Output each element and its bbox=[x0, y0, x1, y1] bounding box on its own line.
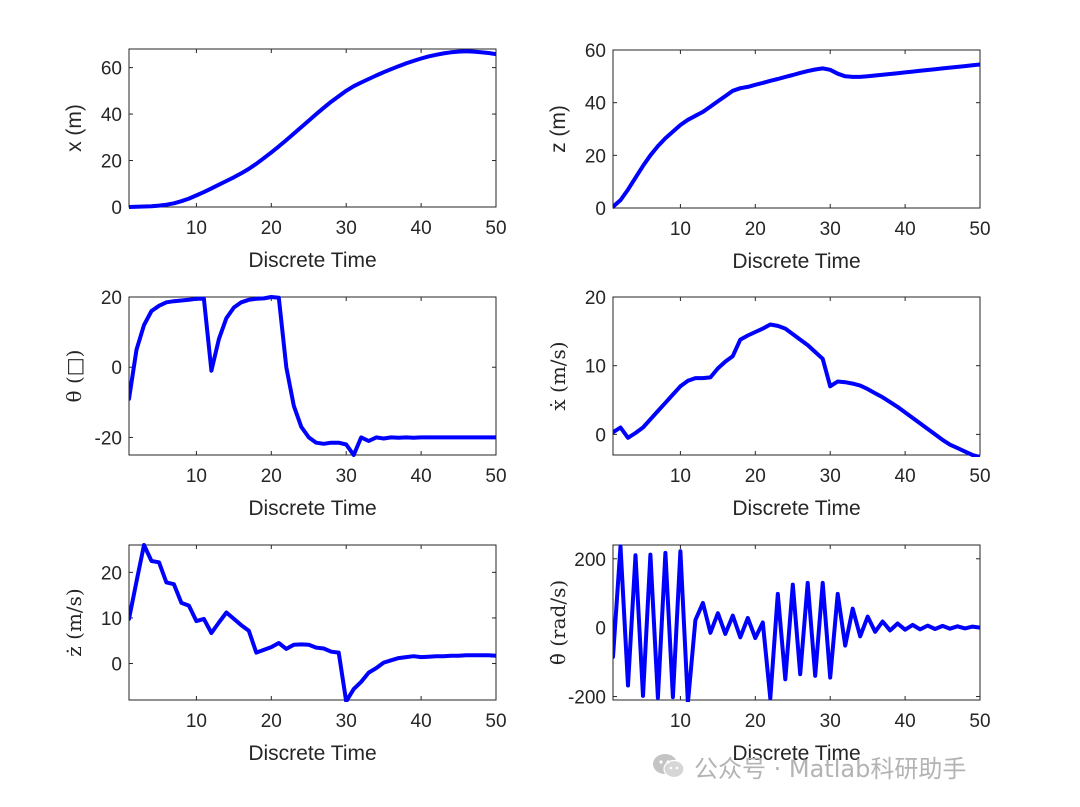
y-tick-label: 20 bbox=[585, 146, 606, 167]
x-tick-label: 40 bbox=[411, 711, 432, 732]
x-tick-label: 30 bbox=[336, 711, 357, 732]
x-tick-label: 30 bbox=[820, 219, 841, 240]
x-tick-label: 30 bbox=[336, 218, 357, 239]
y-tick-label: 10 bbox=[101, 609, 122, 630]
x-axis-label: Discrete Time bbox=[732, 250, 860, 273]
y-tick-label: 10 bbox=[585, 357, 606, 378]
subplot-2: 10 20 30 40 50 0 20 40 60 Discrete Time z (m) bbox=[547, 41, 991, 273]
x-tick-label: 10 bbox=[186, 218, 207, 239]
y-axis-label: θ (□) bbox=[62, 350, 86, 403]
x-axis-label: Discrete Time bbox=[732, 497, 860, 520]
x-axis-label: Discrete Time bbox=[732, 742, 860, 765]
x-tick-label: 20 bbox=[745, 466, 766, 487]
x-tick-label: 40 bbox=[895, 466, 916, 487]
x-tick-label: 20 bbox=[745, 219, 766, 240]
watermark: 公众号 · Matlab科研助手 bbox=[652, 748, 966, 784]
y-axis-label: ẋ (m/s) bbox=[546, 341, 570, 410]
y-tick-label: 40 bbox=[101, 105, 122, 126]
x-tick-label: 30 bbox=[820, 466, 841, 487]
series-line bbox=[613, 62, 980, 209]
y-tick-label: 0 bbox=[595, 619, 606, 640]
series-line bbox=[613, 322, 980, 457]
y-axis-label: z (m) bbox=[547, 105, 570, 153]
y-tick-label: 0 bbox=[595, 199, 606, 220]
x-tick-label: 40 bbox=[895, 711, 916, 732]
y-tick-label: 0 bbox=[111, 358, 122, 379]
plot-area bbox=[128, 296, 497, 456]
x-tick-label: 30 bbox=[820, 711, 841, 732]
y-axis-label: θ̇ (rad/s) bbox=[546, 580, 570, 665]
x-tick-label: 30 bbox=[336, 466, 357, 487]
y-tick-label: -200 bbox=[568, 688, 606, 709]
plot-area bbox=[128, 544, 497, 701]
plot-area bbox=[612, 296, 981, 456]
series-line bbox=[129, 295, 496, 457]
x-tick-label: 20 bbox=[745, 711, 766, 732]
x-tick-label: 40 bbox=[411, 218, 432, 239]
y-axis-label: x (m) bbox=[63, 104, 86, 152]
y-tick-label: 20 bbox=[101, 563, 122, 584]
y-tick-label: 60 bbox=[585, 41, 606, 62]
y-tick-label: -20 bbox=[95, 428, 122, 449]
x-axis-label: Discrete Time bbox=[248, 742, 376, 765]
y-tick-label: 20 bbox=[101, 152, 122, 173]
x-tick-label: 10 bbox=[670, 219, 691, 240]
x-axis-label: Discrete Time bbox=[248, 497, 376, 520]
y-tick-label: 60 bbox=[101, 59, 122, 80]
y-axis-label: ż (m/s) bbox=[62, 588, 86, 656]
x-tick-label: 10 bbox=[670, 466, 691, 487]
x-tick-label: 10 bbox=[186, 711, 207, 732]
subplot-3: 10 20 30 40 50 -20 0 20 Discrete Time θ (□) bbox=[62, 288, 507, 520]
watermark-text: 公众号 · Matlab科研助手 bbox=[694, 754, 967, 783]
x-tick-label: 50 bbox=[485, 218, 506, 239]
y-tick-label: 40 bbox=[585, 94, 606, 115]
wechat-icon bbox=[653, 754, 685, 779]
series-line bbox=[613, 544, 980, 702]
x-tick-label: 50 bbox=[485, 466, 506, 487]
x-tick-label: 50 bbox=[485, 711, 506, 732]
x-tick-label: 50 bbox=[969, 219, 990, 240]
x-tick-label: 40 bbox=[411, 466, 432, 487]
subplot-6: 10 20 30 40 50 -200 0 200 Discrete Time θ̇ (rad/s… bbox=[546, 544, 991, 765]
y-tick-label: 0 bbox=[595, 425, 606, 446]
x-tick-label: 20 bbox=[261, 218, 282, 239]
y-tick-label: 20 bbox=[585, 288, 606, 309]
x-tick-label: 10 bbox=[670, 711, 691, 732]
x-tick-label: 50 bbox=[969, 466, 990, 487]
x-tick-label: 40 bbox=[895, 219, 916, 240]
y-tick-label: 0 bbox=[111, 655, 122, 676]
y-tick-label: 200 bbox=[574, 550, 606, 571]
y-tick-label: 20 bbox=[101, 288, 122, 309]
series-line bbox=[129, 49, 496, 209]
subplot-5: 10 20 30 40 50 0 10 20 Discrete Time ż (m/s) bbox=[62, 543, 507, 765]
x-tick-label: 20 bbox=[261, 466, 282, 487]
subplot-4: 10 20 30 40 50 0 10 20 Discrete Time ẋ (m/s) bbox=[546, 288, 991, 520]
plot-area bbox=[128, 48, 497, 208]
subplot-1: 10 20 30 40 50 0 20 40 60 Discrete Time x (m) bbox=[63, 48, 507, 272]
x-tick-label: 10 bbox=[186, 466, 207, 487]
x-tick-label: 20 bbox=[261, 711, 282, 732]
x-axis-label: Discrete Time bbox=[248, 249, 376, 272]
y-tick-label: 0 bbox=[111, 198, 122, 219]
x-tick-label: 50 bbox=[969, 711, 990, 732]
series-line bbox=[129, 543, 496, 702]
